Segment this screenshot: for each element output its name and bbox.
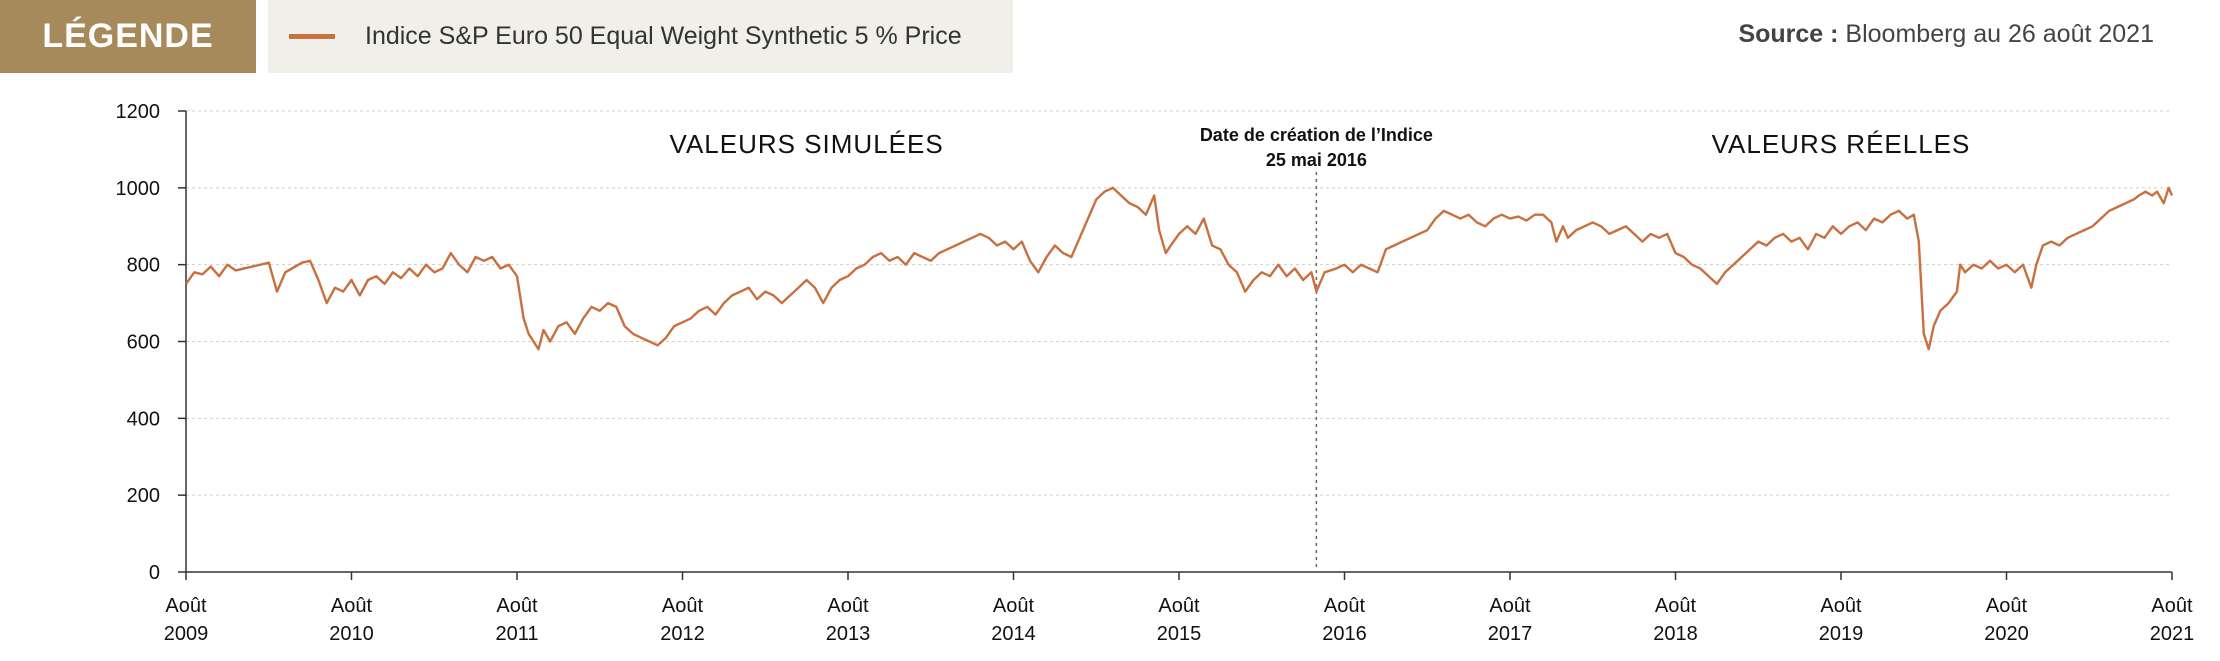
x-tick-label: Août xyxy=(331,595,373,617)
legend-box: Indice S&P Euro 50 Equal Weight Syntheti… xyxy=(268,0,1013,73)
legend-tag: LÉGENDE xyxy=(0,0,256,73)
x-tick-label: 2011 xyxy=(495,623,538,645)
x-tick-label: 2017 xyxy=(1488,623,1533,645)
x-tick-label: Août xyxy=(1655,595,1697,617)
x-tick-label: Août xyxy=(993,595,1035,617)
y-tick-label: 0 xyxy=(149,562,160,584)
series-line-sp-euro-50 xyxy=(185,186,2174,351)
x-tick-label: Août xyxy=(827,595,869,617)
x-tick-label: 2009 xyxy=(164,623,209,645)
x-tick-label: 2019 xyxy=(1819,623,1864,645)
x-tick-label: 2012 xyxy=(660,623,705,645)
y-tick-label: 200 xyxy=(127,485,160,507)
y-axis: 0 200 400 600 800 1000 1200 xyxy=(116,101,187,584)
creation-date-label-line2: 25 mai 2016 xyxy=(1266,150,1367,170)
x-tick-label: Août xyxy=(165,595,207,617)
x-tick-label: 2010 xyxy=(329,623,374,645)
y-tick-label: 400 xyxy=(127,408,160,430)
x-tick-label: 2018 xyxy=(1653,623,1698,645)
x-tick-label: 2014 xyxy=(991,623,1036,645)
x-tick-label: 2021 xyxy=(2150,623,2195,645)
x-tick-label: 2016 xyxy=(1322,623,1367,645)
x-tick-label: Août xyxy=(1986,595,2028,617)
simulated-values-label: VALEURS SIMULÉES xyxy=(670,129,944,159)
x-tick-label: 2020 xyxy=(1984,623,2029,645)
x-tick-label: Août xyxy=(1324,595,1366,617)
x-tick-label: Août xyxy=(1158,595,1200,617)
legend-series-label: Indice S&P Euro 50 Equal Weight Syntheti… xyxy=(365,22,962,50)
x-tick-label: Août xyxy=(1820,595,1862,617)
x-tick-label: Août xyxy=(662,595,704,617)
grid-lines xyxy=(186,110,2172,573)
y-tick-label: 800 xyxy=(127,255,160,277)
source-note: Source : Bloomberg au 26 août 2021 xyxy=(1738,20,2154,49)
y-tick-label: 1000 xyxy=(116,178,161,200)
x-tick-label: 2013 xyxy=(826,623,871,645)
legend-series-swatch xyxy=(289,34,335,39)
x-tick-label: Août xyxy=(496,595,538,617)
source-label: Source : xyxy=(1738,20,1839,48)
x-axis: Août 2009 Août 2010 Août 2011 Août 2012 Août 2013… xyxy=(164,572,2195,645)
creation-date-label-line1: Date de création de l’Indice xyxy=(1200,125,1433,145)
x-tick-label: 2015 xyxy=(1157,623,1202,645)
y-tick-label: 1200 xyxy=(116,101,161,123)
y-tick-label: 600 xyxy=(127,332,160,354)
x-tick-label: Août xyxy=(2151,595,2193,617)
real-values-label: VALEURS RÉELLES xyxy=(1712,129,1971,159)
x-tick-label: Août xyxy=(1489,595,1531,617)
source-text: Bloomberg au 26 août 2021 xyxy=(1845,20,2154,48)
